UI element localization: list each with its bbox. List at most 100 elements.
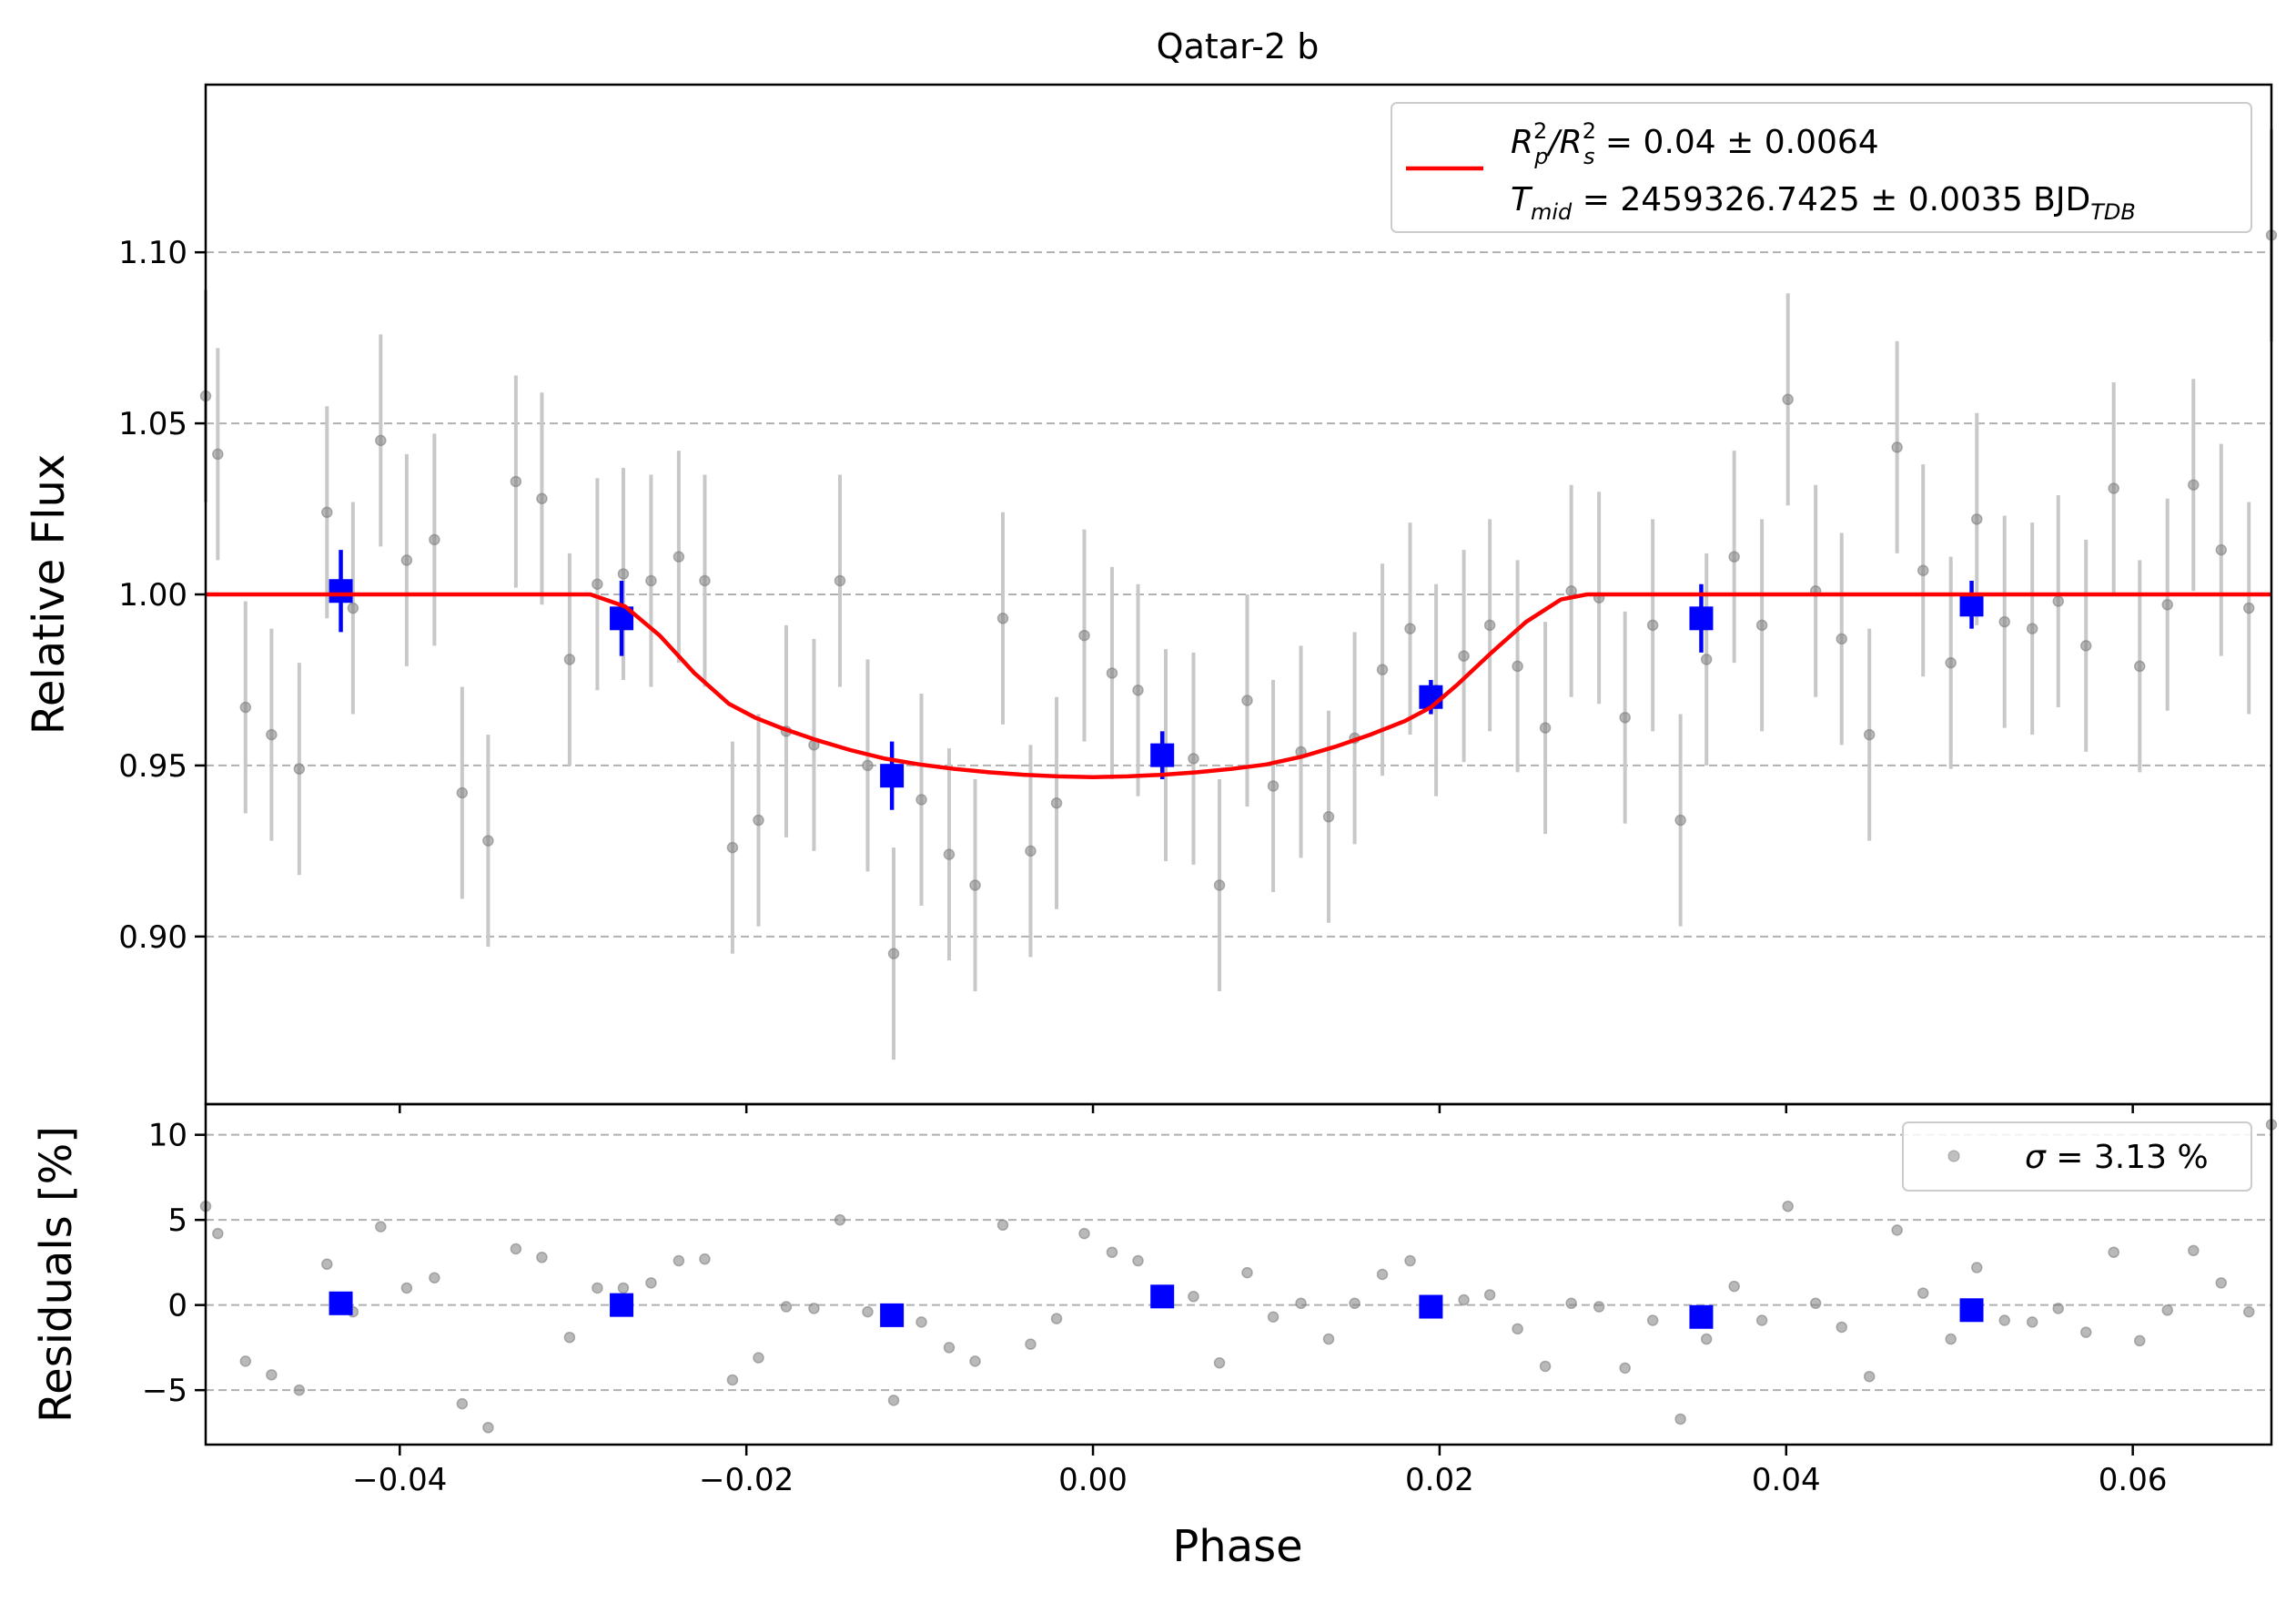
flux-binned-point bbox=[1959, 593, 1984, 617]
flux-raw-point bbox=[536, 492, 548, 505]
flux-raw-point bbox=[239, 701, 252, 714]
legend-rp: R bbox=[1511, 124, 1533, 161]
flux-raw-point bbox=[2108, 482, 2119, 494]
legend-t-sub: mid bbox=[1531, 199, 1573, 225]
residuals-axes-frame bbox=[204, 1102, 2273, 1446]
legend-rp-sub: p bbox=[1533, 144, 1548, 169]
flux-y-tick-label: 0.90 bbox=[118, 919, 187, 956]
residuals-raw-point bbox=[1188, 1291, 1199, 1303]
flux-raw-point bbox=[2052, 595, 2065, 607]
flux-raw-point bbox=[1188, 753, 1199, 765]
legend-tmid-value: = 2459326.7425 ± 0.0035 BJD bbox=[1572, 181, 2090, 218]
flux-raw-point bbox=[887, 948, 900, 959]
residuals-raw-point bbox=[2052, 1303, 2065, 1314]
legend-rs: /R bbox=[1546, 124, 1583, 161]
residuals-raw-point bbox=[2134, 1334, 2146, 1347]
legend-sigma-symbol: σ bbox=[2025, 1139, 2047, 1176]
flux-raw-point bbox=[915, 794, 927, 806]
x-ticks: −0.04 −0.02 0.00 0.02 0.04 0.06 bbox=[352, 1104, 2168, 1498]
flux-raw-point bbox=[456, 786, 469, 799]
residuals-raw-point bbox=[1863, 1370, 1876, 1383]
legend-rs-sup: 2 bbox=[1583, 118, 1596, 144]
residuals-raw-point bbox=[1322, 1333, 1335, 1345]
legend-t: T bbox=[1511, 181, 1533, 218]
residuals-raw-point bbox=[536, 1252, 548, 1263]
flux-raw-point bbox=[1836, 633, 1847, 645]
flux-binned-points bbox=[329, 550, 1984, 810]
legend-rp-sup: 2 bbox=[1533, 118, 1547, 144]
residuals-raw-point bbox=[1674, 1413, 1686, 1425]
flux-raw-point bbox=[1619, 712, 1631, 724]
flux-raw-point bbox=[2188, 479, 2200, 491]
flux-raw-point bbox=[2134, 660, 2146, 673]
flux-raw-point bbox=[429, 533, 440, 546]
residuals-raw-point bbox=[266, 1369, 278, 1381]
residuals-raw-point bbox=[1728, 1280, 1740, 1293]
residuals-raw-point bbox=[1700, 1333, 1713, 1345]
flux-y-tick-label: 0.95 bbox=[118, 748, 187, 785]
transit-model-line bbox=[206, 592, 2271, 779]
flux-raw-point bbox=[699, 574, 711, 587]
residuals-raw-point bbox=[2242, 1305, 2255, 1318]
residuals-raw-point bbox=[1917, 1287, 1929, 1299]
residuals-raw-point bbox=[321, 1258, 333, 1271]
residuals-raw-point bbox=[400, 1282, 413, 1294]
residuals-raw-point bbox=[1078, 1227, 1090, 1240]
residuals-raw-point bbox=[1755, 1314, 1768, 1326]
residuals-raw-point bbox=[780, 1301, 793, 1313]
flux-raw-point bbox=[2026, 623, 2038, 634]
flux-raw-point bbox=[1267, 780, 1279, 792]
residuals-raw-point bbox=[943, 1342, 956, 1354]
residuals-raw-point bbox=[2188, 1244, 2200, 1257]
residuals-raw-point bbox=[2108, 1246, 2119, 1258]
flux-raw-point bbox=[753, 814, 764, 827]
flux-raw-point bbox=[1050, 797, 1063, 809]
flux-raw-point bbox=[510, 475, 522, 488]
flux-raw-point bbox=[1376, 664, 1389, 675]
flux-raw-point bbox=[1917, 564, 1929, 576]
legend-radius-ratio: R2 p/R2 s = 0.04 ± 0.0064 bbox=[1511, 118, 1879, 169]
flux-y-axis-label: Relative Flux bbox=[24, 454, 75, 736]
flux-y-tick-label: 1.05 bbox=[118, 406, 187, 442]
flux-raw-point bbox=[563, 654, 576, 665]
flux-raw-point bbox=[726, 841, 739, 854]
residuals-binned-point bbox=[880, 1303, 905, 1327]
residuals-raw-points bbox=[199, 1119, 2278, 1434]
flux-raw-point bbox=[2079, 640, 2092, 652]
residuals-y-tick-label: −5 bbox=[142, 1373, 187, 1409]
residuals-raw-point bbox=[2161, 1304, 2173, 1316]
legend-sigma: σ = 3.13 % bbox=[2025, 1139, 2209, 1176]
residuals-raw-point bbox=[862, 1305, 874, 1318]
residuals-binned-point bbox=[1689, 1304, 1714, 1329]
flux-raw-point bbox=[996, 613, 1009, 624]
residuals-raw-point bbox=[1619, 1362, 1631, 1375]
residuals-raw-point bbox=[1025, 1338, 1037, 1350]
residuals-raw-point bbox=[1376, 1268, 1389, 1281]
residuals-raw-point bbox=[1971, 1262, 1983, 1273]
x-tick-label: 0.04 bbox=[1752, 1462, 1821, 1498]
flux-raw-point bbox=[1106, 667, 1118, 679]
residuals-y-tick-label: 10 bbox=[148, 1118, 187, 1154]
flux-raw-point bbox=[1483, 619, 1496, 632]
flux-binned-point bbox=[1150, 743, 1175, 767]
legend-tdb-sub: TDB bbox=[2090, 199, 2136, 225]
flux-raw-point bbox=[834, 574, 846, 587]
residuals-raw-point bbox=[753, 1352, 764, 1364]
flux-y-tick-label: 1.10 bbox=[118, 235, 187, 271]
legend-tmid: Tmid = 2459326.7425 ± 0.0035 BJDTDB bbox=[1511, 181, 2136, 225]
flux-raw-point bbox=[212, 448, 224, 461]
residuals-y-tick-label: 5 bbox=[167, 1202, 187, 1239]
residuals-raw-point bbox=[563, 1331, 576, 1344]
flux-raw-point bbox=[1646, 619, 1659, 632]
residuals-raw-point bbox=[1782, 1200, 1794, 1212]
x-tick-label: 0.06 bbox=[2099, 1462, 2168, 1498]
residuals-raw-point bbox=[212, 1227, 224, 1240]
flux-raw-point bbox=[1971, 513, 1983, 525]
residuals-raw-point bbox=[2026, 1316, 2038, 1328]
flux-legend: R2 p/R2 s = 0.04 ± 0.0064 Tmid = 2459326.7… bbox=[1391, 102, 2252, 233]
residuals-raw-point bbox=[482, 1422, 494, 1434]
residuals-raw-point bbox=[239, 1355, 252, 1367]
flux-raw-point bbox=[1998, 615, 2010, 628]
residuals-y-axis-label: Residuals [%] bbox=[31, 1126, 82, 1423]
